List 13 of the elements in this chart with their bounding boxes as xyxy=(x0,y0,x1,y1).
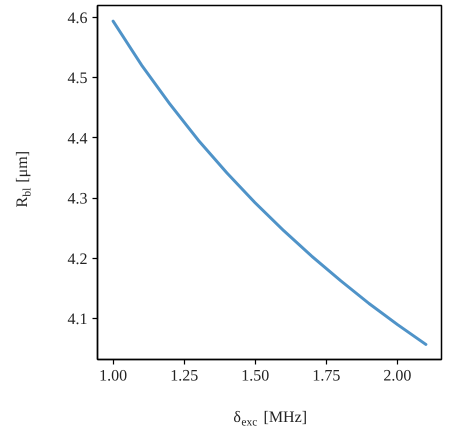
y-tick-label: 4.2 xyxy=(68,250,88,268)
x-tick-label: 1.50 xyxy=(241,368,270,384)
x-tick-label: 1.25 xyxy=(170,368,198,384)
y-tick-label: 4.5 xyxy=(68,70,88,88)
y-axis-title: Rbl [μm] xyxy=(14,150,34,208)
x-tick-label: 1.75 xyxy=(312,368,340,384)
line-series xyxy=(112,20,428,346)
y-tick-label: 4.3 xyxy=(68,190,88,208)
x-tick-label: 1.00 xyxy=(99,368,128,384)
y-tick-label: 4.6 xyxy=(68,10,88,28)
y-tick-label: 4.4 xyxy=(68,130,88,148)
x-tick-label: 2.00 xyxy=(383,368,412,384)
y-tick-label: 4.1 xyxy=(68,311,88,328)
